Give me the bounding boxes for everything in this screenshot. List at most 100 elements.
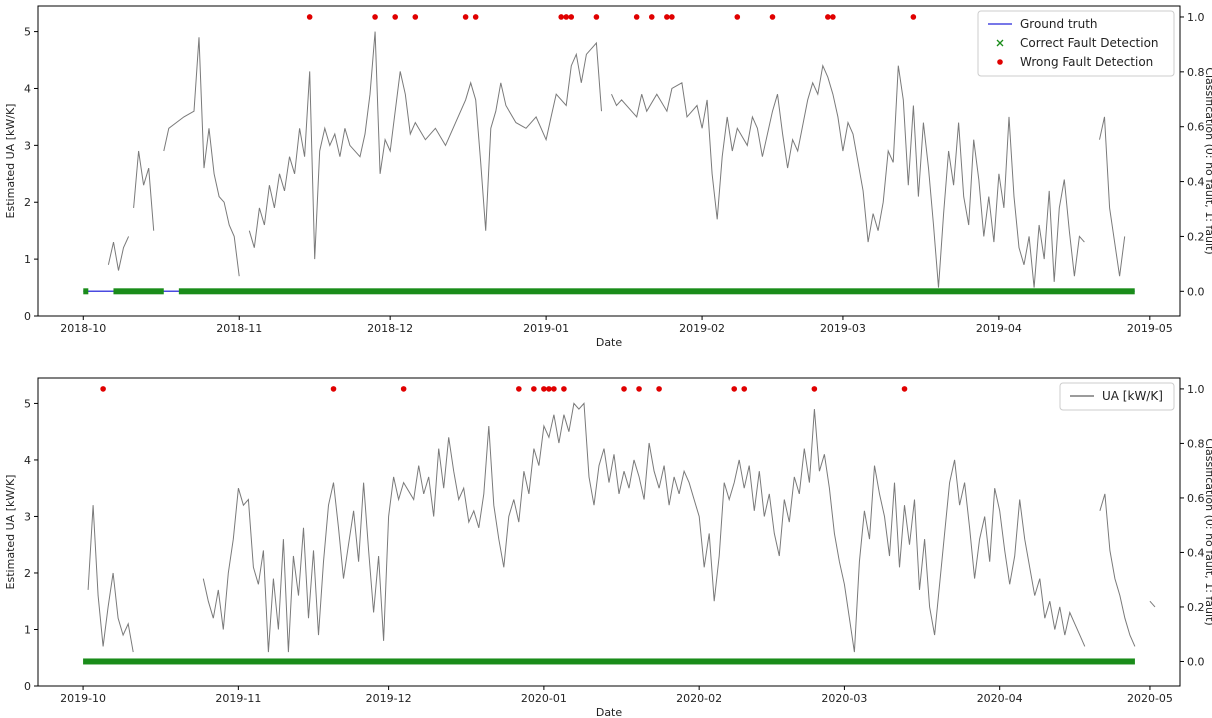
legend-box (977, 10, 1175, 77)
x-tick-label: 2020-04 (977, 692, 1023, 705)
plot-frame (37, 5, 1181, 317)
ua-series-line (611, 63, 1085, 288)
correct-detection-band (178, 288, 1135, 295)
wrong-detection-point (648, 14, 655, 20)
wrong-detection-point (472, 14, 479, 20)
legend-correct-detection-swatch (996, 39, 1004, 47)
wrong-detection-point (100, 386, 106, 392)
legend-label: Correct Fault Detection (1020, 36, 1159, 50)
wrong-detection-point (731, 386, 738, 392)
y2-axis-label: Classification (0: no fault, 1: fault) (1203, 438, 1212, 625)
ua-series-line (163, 37, 240, 277)
x-tick-label: 2020-03 (821, 692, 867, 705)
y-tick-label: 5 (24, 397, 31, 410)
chart-top: 0 1 2 3 4 5 0.0 0.2 0.4 0.6 0.8 1.0 2018-10 2018-11 20… (4, 5, 1212, 349)
wrong-detection-point (656, 386, 662, 392)
correct-detection-band (83, 288, 89, 295)
wrong-detection-point (734, 14, 741, 20)
y2-tick-label: 0.4 (1187, 546, 1205, 559)
y2-tick-label: 1.0 (1187, 383, 1205, 396)
x-tick-label: 2019-10 (60, 692, 106, 705)
x-tick-label: 2019-03 (820, 322, 866, 335)
wrong-detection-point (541, 386, 547, 392)
y2-tick-label: 0.6 (1187, 492, 1205, 505)
wrong-detection-point (664, 14, 670, 20)
legend-x-stroke (996, 39, 1004, 47)
x-axis-label: Date (596, 706, 623, 718)
y2-tick-label: 1.0 (1187, 11, 1205, 24)
y-tick-label: 1 (24, 253, 31, 266)
ua-series-line (1099, 493, 1136, 647)
y2-tick-label: 0.4 (1187, 176, 1205, 189)
y-axis-label: Estimated UA [kW/K] (4, 475, 17, 590)
x-tick-label: 2020-02 (676, 692, 722, 705)
wrong-detection-point (531, 386, 537, 392)
x-tick-label: 2020-01 (521, 692, 567, 705)
y2-tick-label: 0.2 (1187, 601, 1205, 614)
wrong-detection-point (669, 14, 675, 20)
y2-axis-label: Classification (0: no fault, 1: fault) (1203, 67, 1212, 254)
wrong-detection-point (593, 14, 600, 20)
y-axis-label: Estimated UA [kW/K] (4, 104, 17, 219)
wrong-detection-point (910, 14, 917, 20)
wrong-detection-point (372, 14, 378, 20)
y-tick-label: 3 (24, 510, 31, 523)
wrong-detection-point (811, 386, 818, 392)
ua-series-line (1149, 600, 1156, 608)
ua-series-line (248, 31, 602, 260)
correct-detection-band (113, 288, 164, 295)
legend-label: Ground truth (1020, 17, 1098, 31)
legend-wrong-detection-swatch (997, 59, 1003, 65)
ua-series-line (87, 505, 134, 653)
x-tick-label: 2019-02 (679, 322, 725, 335)
ua-series-line (1099, 116, 1126, 277)
y-tick-label: 3 (24, 139, 31, 152)
x-tick-label: 2020-05 (1127, 692, 1173, 705)
x-tick-label: 2019-11 (215, 692, 261, 705)
y2-tick-label: 0.8 (1187, 66, 1205, 79)
wrong-detection-point (901, 386, 908, 392)
correct-detection-band (83, 658, 1135, 665)
wrong-detection-point (392, 14, 398, 20)
plot-frame (37, 377, 1181, 687)
y2-tick-label: 0.0 (1187, 285, 1205, 298)
legend-box (1059, 382, 1175, 411)
y2-tick-label: 0.2 (1187, 230, 1205, 243)
x-axis-label: Date (596, 336, 623, 349)
wrong-detection-point (412, 14, 419, 20)
y-tick-label: 1 (24, 623, 31, 636)
x-tick-label: 2019-01 (523, 322, 569, 335)
chart-bottom: 0 1 2 3 4 5 0.0 0.2 0.4 0.6 0.8 1.0 2019-10 2019-11 20… (4, 377, 1212, 718)
wrong-detection-point (561, 386, 567, 392)
wrong-detection-point (306, 14, 313, 20)
wrong-detection-point (621, 386, 627, 392)
wrong-detection-point (546, 386, 552, 392)
y-tick-label: 2 (24, 567, 31, 580)
legend: Ground truth Correct Fault Detection Wrong… (977, 10, 1175, 77)
y2-tick-label: 0.6 (1187, 121, 1205, 134)
wrong-detection-point (568, 14, 575, 20)
y-tick-label: 4 (24, 454, 31, 467)
x-tick-label: 2019-05 (1127, 322, 1173, 335)
y-tick-label: 4 (24, 82, 31, 95)
wrong-detection-point (633, 14, 640, 20)
wrong-detection-point (636, 386, 642, 392)
ua-series-line (133, 150, 155, 231)
x-tick-label: 2018-12 (367, 322, 413, 335)
wrong-detection-point (825, 14, 831, 20)
legend-label: Wrong Fault Detection (1020, 55, 1153, 69)
wrong-detection-point (563, 14, 570, 20)
wrong-detection-point (400, 386, 407, 392)
wrong-detection-point (830, 14, 836, 20)
wrong-detection-point (516, 386, 522, 392)
y-tick-label: 0 (24, 310, 31, 323)
ua-series-line (107, 236, 130, 271)
wrong-detection-point (741, 386, 748, 392)
y2-tick-label: 0.8 (1187, 437, 1205, 450)
legend: UA [kW/K] (1059, 382, 1175, 411)
wrong-detection-point (462, 14, 469, 20)
wrong-detection-point (551, 386, 557, 392)
x-tick-label: 2019-04 (976, 322, 1022, 335)
y2-tick-label: 0.0 (1187, 655, 1205, 668)
